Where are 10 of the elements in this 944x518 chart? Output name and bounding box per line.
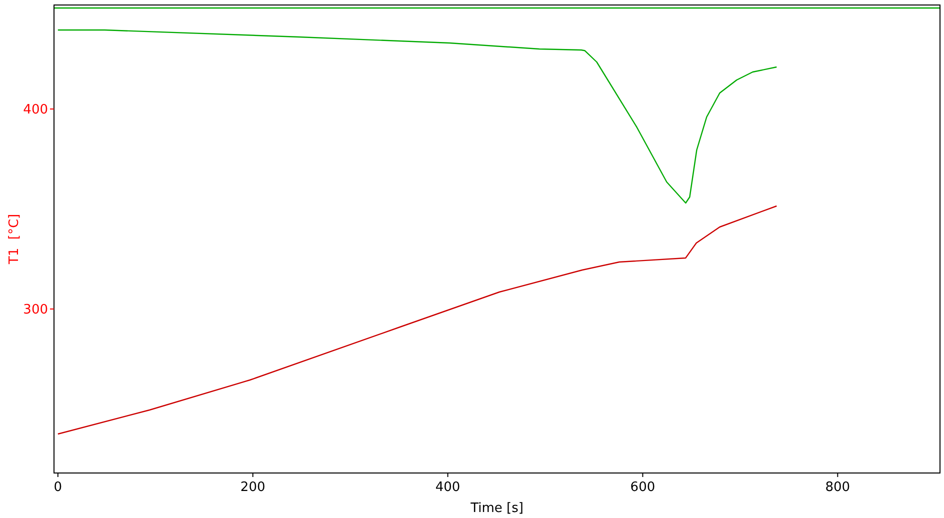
y-tick-label: 300	[23, 302, 48, 318]
y-axis-title: T1 [°C]	[7, 214, 22, 266]
x-tick-label: 0	[54, 480, 62, 495]
x-axis-title: Time [s]	[470, 501, 524, 516]
line-series	[57, 29, 778, 204]
x-tick-label: 800	[825, 480, 850, 495]
x-tick-label: 200	[240, 480, 266, 495]
x-tick-label: 600	[630, 480, 656, 495]
line-series	[57, 205, 778, 435]
x-tick-label: 400	[435, 480, 460, 495]
